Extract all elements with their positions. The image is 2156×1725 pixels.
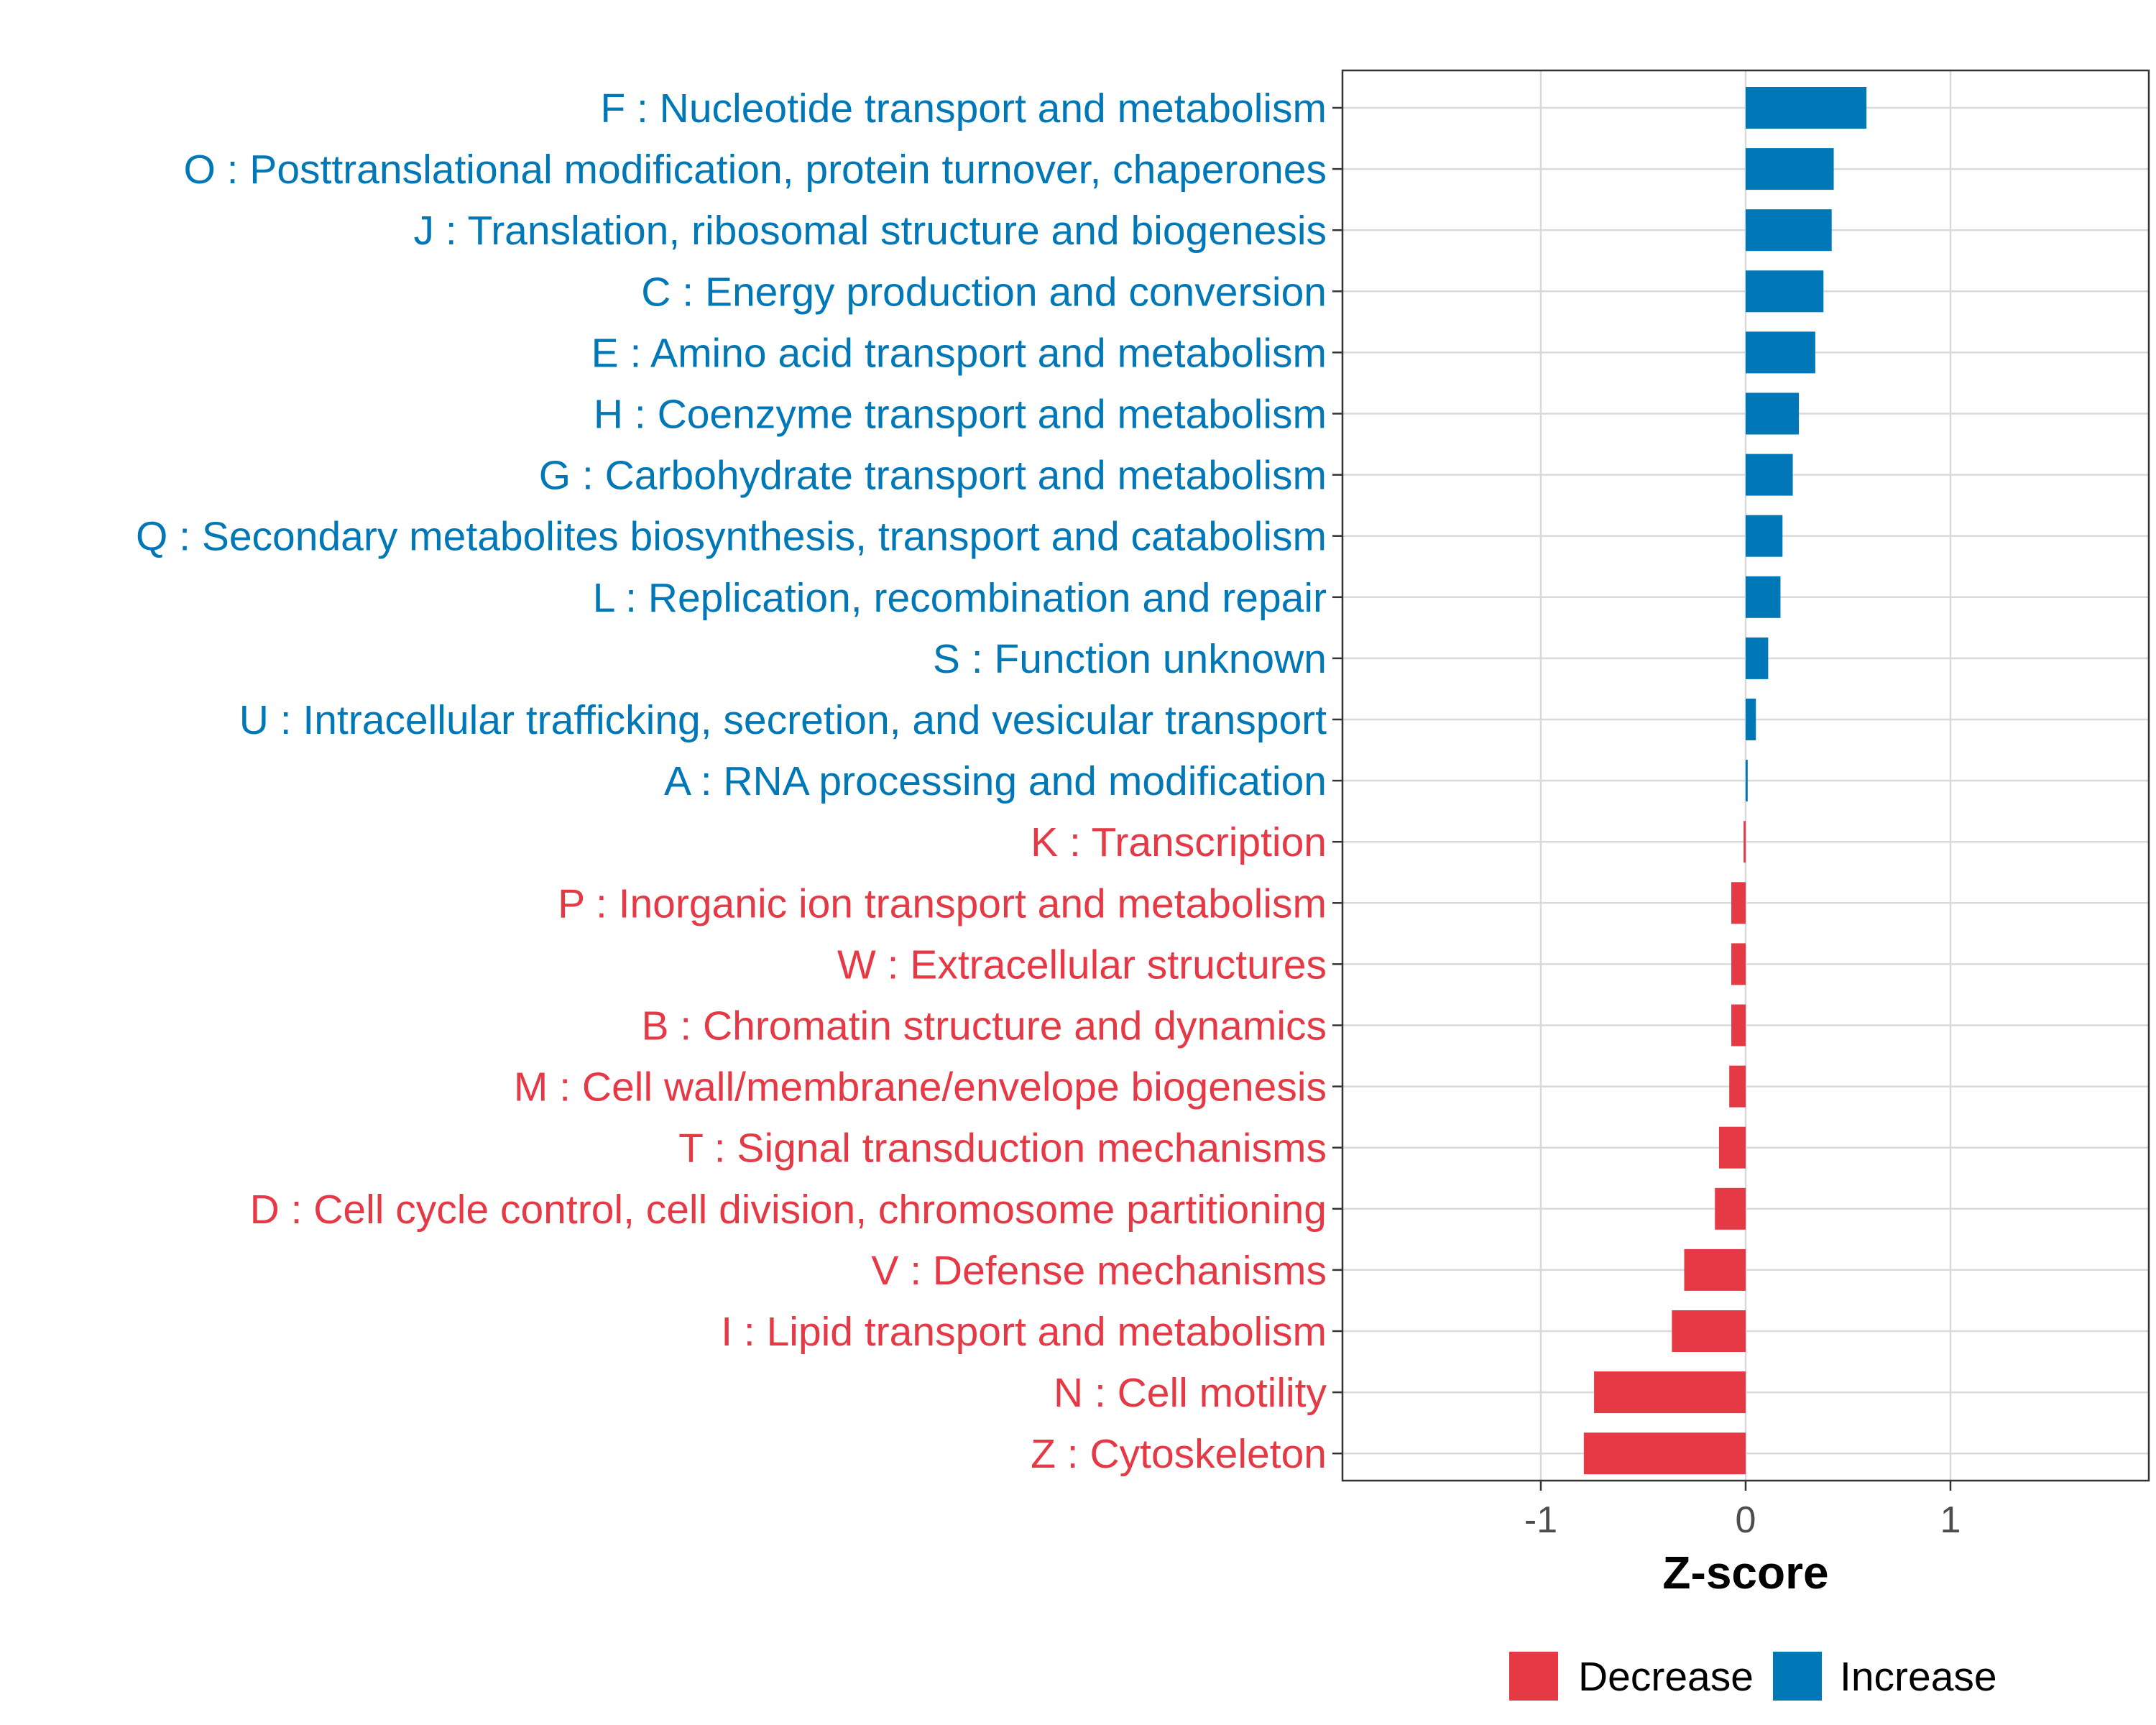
- category-label: D : Cell cycle control, cell division, c…: [250, 1187, 1327, 1233]
- category-label: J : Translation, ribosomal structure and…: [414, 208, 1327, 254]
- bar: [1731, 943, 1746, 985]
- category-label: V : Defense mechanisms: [871, 1248, 1327, 1294]
- bar: [1594, 1371, 1746, 1414]
- y-axis-category-labels: F : Nucleotide transport and metabolism O…: [136, 86, 1327, 1477]
- bar: [1746, 270, 1824, 313]
- bar: [1746, 454, 1793, 496]
- category-label: E : Amino acid transport and metabolism: [591, 330, 1327, 376]
- legend-key: [1509, 1652, 1558, 1701]
- y-axis-ticks: [1332, 106, 1342, 1455]
- x-axis-ticks: [1539, 1481, 1952, 1491]
- x-axis-title: Z-score: [1662, 1547, 1828, 1598]
- bar: [1743, 821, 1746, 863]
- bar: [1746, 515, 1783, 557]
- category-label: K : Transcription: [1031, 819, 1327, 865]
- bar: [1684, 1248, 1746, 1291]
- bar: [1746, 637, 1769, 679]
- category-label: N : Cell motility: [1054, 1370, 1327, 1416]
- category-label: P : Inorganic ion transport and metaboli…: [558, 880, 1327, 926]
- bar-series: [1583, 87, 1867, 1475]
- category-label: B : Chromatin structure and dynamics: [641, 1003, 1327, 1049]
- category-label: W : Extracellular structures: [837, 942, 1327, 988]
- category-label: Z : Cytoskeleton: [1031, 1431, 1327, 1477]
- bar: [1746, 392, 1800, 435]
- legend-label: Decrease: [1578, 1654, 1754, 1700]
- x-tick-label: 0: [1736, 1499, 1756, 1541]
- legend-key: [1773, 1652, 1822, 1701]
- bar: [1715, 1187, 1746, 1230]
- category-label: G : Carbohydrate transport and metabolis…: [539, 453, 1327, 499]
- category-label: U : Intracellular trafficking, secretion…: [239, 697, 1327, 743]
- bar: [1746, 87, 1867, 129]
- bar: [1746, 760, 1748, 802]
- category-label: I : Lipid transport and metabolism: [721, 1309, 1327, 1355]
- bar: [1583, 1432, 1746, 1475]
- category-label: A : RNA processing and modification: [664, 758, 1327, 804]
- category-label: F : Nucleotide transport and metabolism: [600, 86, 1327, 132]
- category-label: H : Coenzyme transport and metabolism: [594, 392, 1327, 438]
- category-label: L : Replication, recombination and repai…: [593, 575, 1327, 621]
- category-label: C : Energy production and conversion: [641, 269, 1327, 315]
- category-label: M : Cell wall/membrane/envelope biogenes…: [514, 1064, 1327, 1110]
- bar: [1746, 699, 1756, 740]
- legend-label: Increase: [1840, 1654, 1997, 1700]
- category-label: T : Signal transduction mechanisms: [678, 1126, 1327, 1172]
- x-tick-label: 1: [1940, 1499, 1961, 1541]
- category-label: S : Function unknown: [933, 636, 1327, 682]
- bar: [1731, 1004, 1746, 1046]
- category-label: O : Posttranslational modification, prot…: [183, 147, 1327, 193]
- bar: [1729, 1065, 1746, 1108]
- bar: [1746, 576, 1781, 618]
- bar: [1672, 1310, 1746, 1352]
- x-tick-label: -1: [1524, 1499, 1557, 1541]
- bar: [1746, 148, 1834, 190]
- legend: Decrease Increase: [1509, 1652, 1997, 1701]
- bar: [1746, 331, 1815, 374]
- x-axis-tick-labels: -1 0 1: [1524, 1499, 1961, 1541]
- bar: [1731, 882, 1746, 924]
- bar: [1718, 1126, 1746, 1169]
- category-label: Q : Secondary metabolites biosynthesis, …: [136, 514, 1327, 560]
- bar: [1746, 209, 1832, 252]
